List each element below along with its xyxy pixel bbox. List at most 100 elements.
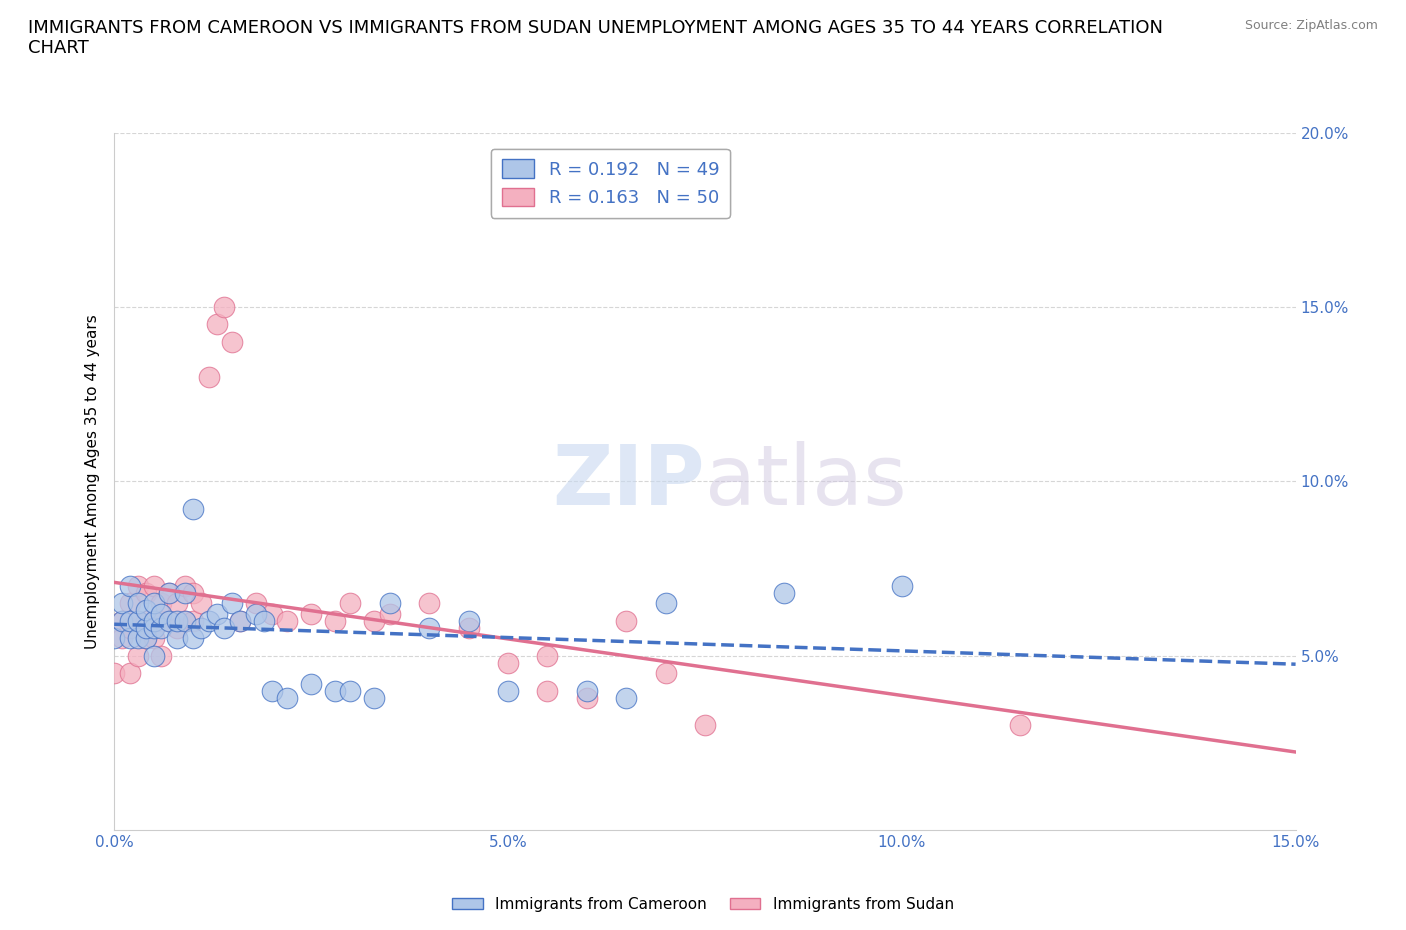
Point — [118, 614, 141, 629]
Point — [1008, 718, 1031, 733]
Point — [772, 586, 794, 601]
Legend: R = 0.192   N = 49, R = 0.163   N = 50: R = 0.192 N = 49, R = 0.163 N = 50 — [491, 149, 730, 218]
Point — [323, 614, 346, 629]
Point — [614, 614, 637, 629]
Point — [135, 631, 157, 645]
Point — [190, 620, 212, 635]
Point — [150, 606, 173, 621]
Point — [221, 596, 243, 611]
Point — [536, 684, 558, 698]
Point — [205, 606, 228, 621]
Point — [457, 620, 479, 635]
Point — [111, 614, 134, 629]
Point — [118, 596, 141, 611]
Point — [276, 690, 298, 705]
Point — [245, 606, 267, 621]
Point — [118, 666, 141, 681]
Point — [339, 684, 361, 698]
Point — [181, 614, 204, 629]
Point — [150, 596, 173, 611]
Point — [575, 684, 598, 698]
Point — [181, 631, 204, 645]
Point — [496, 684, 519, 698]
Point — [111, 631, 134, 645]
Point — [157, 586, 180, 601]
Point — [127, 648, 149, 663]
Point — [166, 631, 188, 645]
Point — [142, 578, 165, 593]
Text: ZIP: ZIP — [553, 441, 704, 522]
Point — [229, 614, 252, 629]
Point — [157, 614, 180, 629]
Point — [575, 690, 598, 705]
Point — [174, 614, 197, 629]
Point — [323, 684, 346, 698]
Point — [166, 620, 188, 635]
Point — [205, 317, 228, 332]
Point — [166, 614, 188, 629]
Point — [378, 606, 401, 621]
Point — [214, 299, 236, 314]
Point — [142, 648, 165, 663]
Point — [299, 676, 322, 691]
Point — [142, 614, 165, 629]
Point — [221, 335, 243, 350]
Point — [260, 684, 283, 698]
Point — [229, 614, 252, 629]
Point — [157, 614, 180, 629]
Point — [127, 596, 149, 611]
Point — [166, 596, 188, 611]
Point — [135, 603, 157, 618]
Point — [127, 614, 149, 629]
Point — [103, 666, 125, 681]
Text: Source: ZipAtlas.com: Source: ZipAtlas.com — [1244, 19, 1378, 32]
Point — [536, 648, 558, 663]
Point — [118, 631, 141, 645]
Point — [142, 614, 165, 629]
Point — [197, 614, 219, 629]
Point — [118, 620, 141, 635]
Point — [127, 578, 149, 593]
Point — [150, 648, 173, 663]
Text: atlas: atlas — [704, 441, 907, 522]
Point — [174, 614, 197, 629]
Point — [127, 614, 149, 629]
Point — [339, 596, 361, 611]
Legend: Immigrants from Cameroon, Immigrants from Sudan: Immigrants from Cameroon, Immigrants fro… — [446, 891, 960, 918]
Point — [190, 596, 212, 611]
Point — [253, 614, 276, 629]
Point — [363, 690, 385, 705]
Point — [418, 620, 440, 635]
Point — [363, 614, 385, 629]
Point — [103, 631, 125, 645]
Point — [150, 614, 173, 629]
Point — [111, 614, 134, 629]
Point — [654, 596, 676, 611]
Point — [260, 606, 283, 621]
Point — [118, 578, 141, 593]
Point — [111, 596, 134, 611]
Y-axis label: Unemployment Among Ages 35 to 44 years: Unemployment Among Ages 35 to 44 years — [86, 314, 100, 649]
Point — [135, 586, 157, 601]
Point — [181, 502, 204, 517]
Point — [127, 631, 149, 645]
Point — [276, 614, 298, 629]
Point — [693, 718, 716, 733]
Point — [135, 620, 157, 635]
Point — [135, 631, 157, 645]
Point — [299, 606, 322, 621]
Point — [197, 369, 219, 384]
Point — [457, 614, 479, 629]
Point — [135, 614, 157, 629]
Point — [654, 666, 676, 681]
Point — [150, 620, 173, 635]
Point — [496, 656, 519, 671]
Point — [378, 596, 401, 611]
Point — [890, 578, 912, 593]
Point — [181, 586, 204, 601]
Point — [174, 578, 197, 593]
Point — [214, 620, 236, 635]
Point — [142, 631, 165, 645]
Point — [418, 596, 440, 611]
Point — [245, 596, 267, 611]
